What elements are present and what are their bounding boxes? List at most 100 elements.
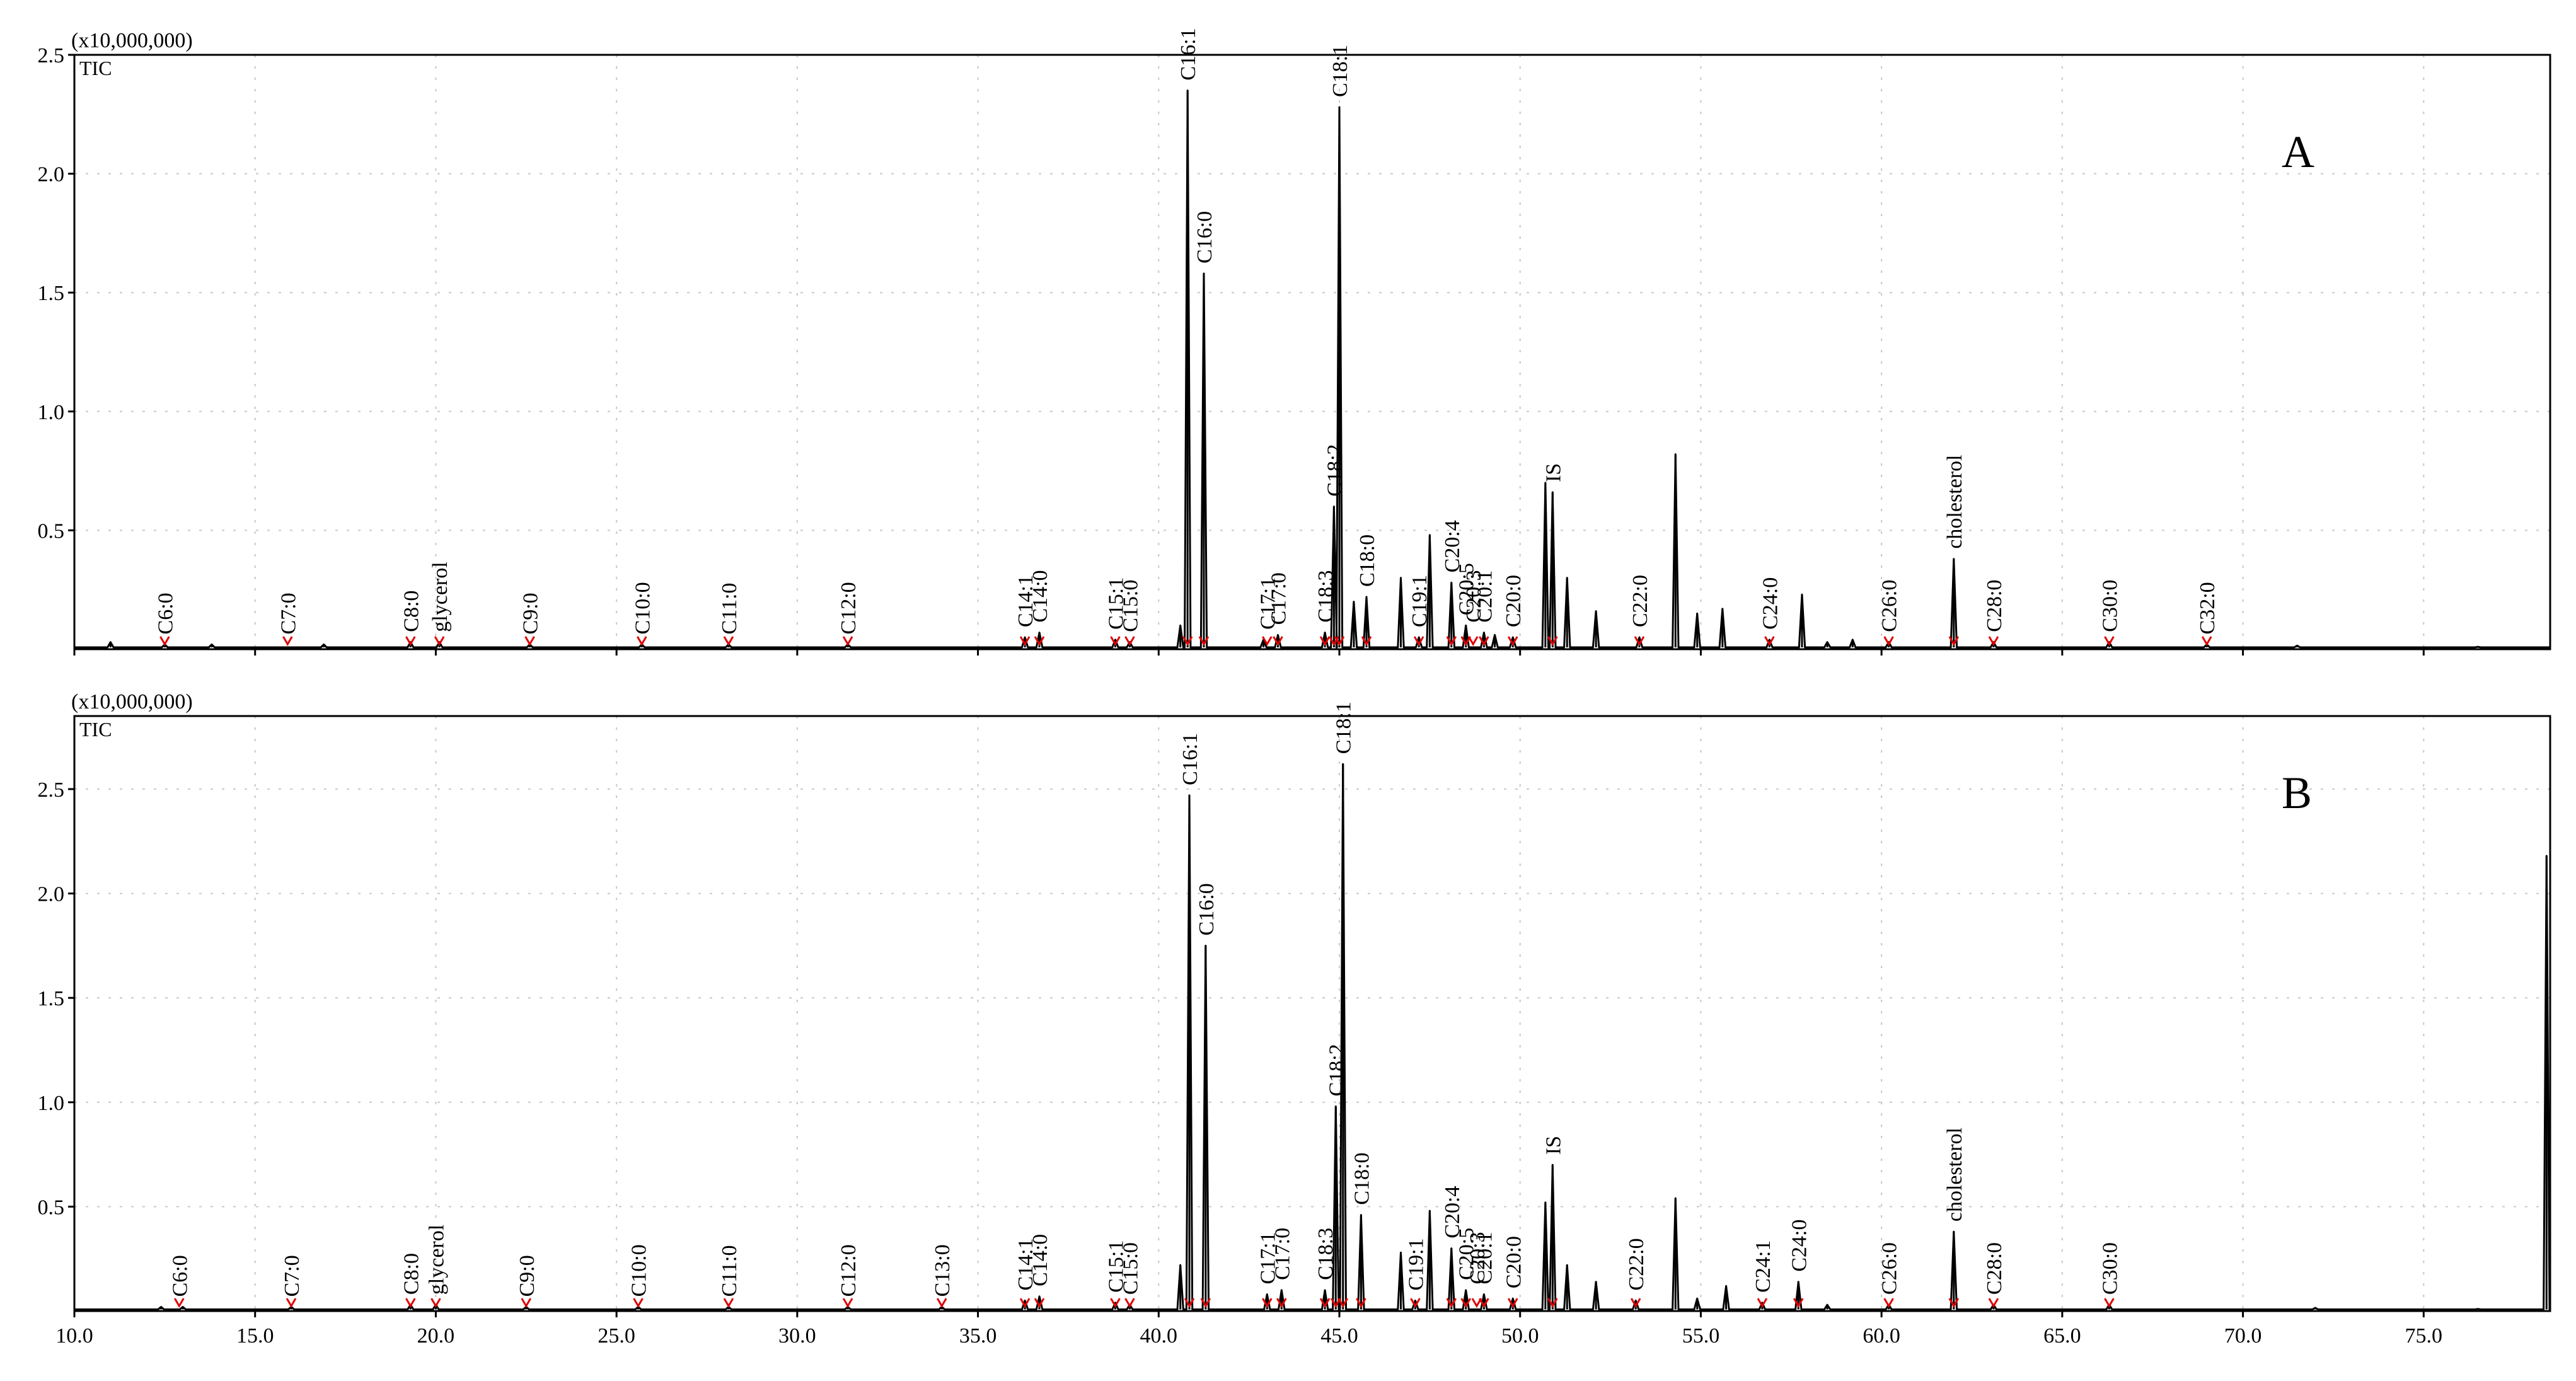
x-tick-label: 55.0 [1682,1324,1720,1348]
integration-marker [723,1298,734,1308]
x-tick-label: 40.0 [1140,1324,1178,1348]
integration-marker [633,1298,644,1308]
plot-frame [73,54,2551,650]
peak-label: C14:1 [1014,575,1037,627]
peak-label: glycerol [429,562,452,632]
peak-label: C19:1 [1408,575,1431,627]
peak-label: C8:0 [400,591,423,632]
integration-marker [842,1298,853,1308]
peak-label: C11:0 [718,583,741,635]
tic-trace [74,90,2550,649]
y-tick-label: 1.5 [38,282,65,305]
peak-label: C20:5 [1455,1228,1479,1280]
integration-marker [1948,636,1960,646]
peak-label: C20:1 [1473,1232,1496,1284]
peak-label: glycerol [425,1225,448,1295]
peak-label: C16:1 [1177,28,1200,80]
peak-label: C20:5 [1455,563,1479,615]
y-tick-label: 0.5 [38,1196,65,1219]
integration-marker [1630,1298,1641,1308]
integration-marker [282,636,293,646]
x-tick-label: 75.0 [2405,1324,2443,1348]
peak-label: C6:0 [154,592,177,634]
peak-label: C16:1 [1179,733,1202,785]
integration-marker [1184,1298,1195,1308]
peak-label: C24:0 [1759,577,1782,630]
integration-marker [1883,1298,1894,1308]
integration-marker [1413,636,1424,646]
x-tick-label: 65.0 [2043,1324,2081,1348]
y-tick-label: 1.5 [38,987,65,1010]
integration-marker [1276,1298,1287,1308]
integration-marker [1262,636,1273,646]
integration-marker [1110,636,1121,646]
peak-label: C30:0 [2098,1242,2122,1295]
integration-marker [1467,636,1479,646]
integration-marker [1446,1298,1457,1308]
peak-label: C15:1 [1104,577,1128,630]
peak-label: IS [1542,1136,1565,1155]
x-tick-label: 15.0 [236,1324,274,1348]
integration-marker [1200,1298,1211,1308]
tic-trace [74,763,2551,1310]
integration-marker [1793,1298,1804,1308]
peak-label: C15:0 [1119,580,1142,632]
peak-label: C9:0 [519,592,543,634]
trace-label: TIC [79,57,112,79]
peak-label: C18:0 [1356,534,1379,587]
peak-label: C14:0 [1029,570,1052,622]
peak-label: C20:0 [1502,575,1525,627]
integration-marker [1507,1298,1518,1308]
integration-marker [286,1298,297,1308]
x-tick-label: 50.0 [1501,1324,1539,1348]
integration-marker [1988,1298,1999,1308]
integration-marker [2104,1298,2115,1308]
integration-marker [636,636,647,646]
x-tick-label: 35.0 [959,1324,997,1348]
integration-marker [159,636,170,646]
peak-label: C15:1 [1104,1240,1128,1293]
integration-marker [1634,636,1645,646]
integration-marker [1547,1298,1558,1308]
integration-marker [1471,1298,1482,1308]
integration-marker [1356,1298,1366,1308]
integration-marker [430,1298,441,1308]
peak-label: C8:0 [400,1253,423,1295]
integration-marker [1019,1298,1031,1308]
y-tick-label: 2.0 [38,883,65,906]
peak-label: C17:0 [1271,1228,1294,1280]
integration-marker [434,636,445,646]
peak-label: C12:0 [837,1244,860,1297]
peak-label: C18:3 [1314,570,1337,622]
integration-marker [1479,636,1489,646]
integration-marker [1883,636,1894,646]
x-tick-label: 30.0 [778,1324,816,1348]
peak-label: cholesterol [1943,1128,1967,1222]
integration-marker [1124,636,1135,646]
x-tick-label: 60.0 [1863,1324,1900,1348]
peak-label: C17:1 [1256,577,1279,630]
x-tick-label: 20.0 [417,1324,455,1348]
peak-label: C24:0 [1788,1220,1811,1272]
integration-marker [1034,636,1045,646]
integration-marker [1361,636,1372,646]
x-tick-label: 70.0 [2224,1324,2262,1348]
x-tick-label: 45.0 [1320,1324,1358,1348]
peak-label: C10:0 [628,1244,651,1297]
integration-marker [1319,1298,1331,1308]
peak-label: cholesterol [1943,454,1967,548]
integration-marker [1019,636,1031,646]
integration-marker [405,1298,416,1308]
integration-marker [1198,636,1210,646]
peak-label: C17:0 [1268,572,1291,625]
integration-marker [1319,636,1331,646]
peak-label: C18:2 [1323,444,1346,497]
peak-label: C18:2 [1325,1044,1348,1096]
integration-marker [1337,1298,1349,1308]
y-tick-label: 1.0 [38,401,65,424]
peak-label: C20:3 [1462,570,1486,622]
integration-marker [1507,636,1518,646]
peak-label: C28:0 [1983,1242,2006,1295]
peak-label: IS [1542,463,1565,482]
